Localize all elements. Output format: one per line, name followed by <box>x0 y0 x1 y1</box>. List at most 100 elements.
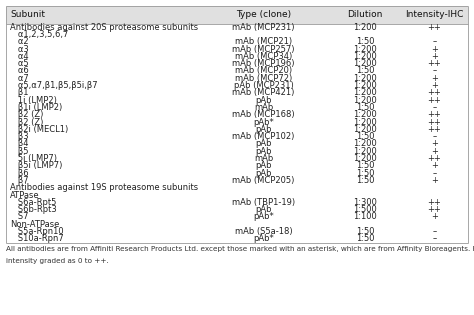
Text: 1:200: 1:200 <box>353 125 377 134</box>
Text: pAb: pAb <box>255 147 272 156</box>
Text: 1:50: 1:50 <box>356 37 374 46</box>
Text: –: – <box>432 37 437 46</box>
Text: 1:200: 1:200 <box>353 117 377 127</box>
Text: +: + <box>431 212 438 221</box>
Text: S6b-Rpt3: S6b-Rpt3 <box>10 205 57 214</box>
Text: pAb (MCP231): pAb (MCP231) <box>234 81 293 90</box>
Text: mAb (MCP421): mAb (MCP421) <box>232 88 295 97</box>
Text: β6: β6 <box>10 169 28 178</box>
Text: 1:200: 1:200 <box>353 140 377 148</box>
Text: 1:200: 1:200 <box>353 74 377 83</box>
Text: 1:200: 1:200 <box>353 147 377 156</box>
Text: 1:200: 1:200 <box>353 154 377 163</box>
Text: 1i (LMP2): 1i (LMP2) <box>10 96 57 105</box>
Text: 1:200: 1:200 <box>353 59 377 68</box>
Text: +: + <box>431 44 438 54</box>
Text: ++: ++ <box>428 117 441 127</box>
Text: –: – <box>432 169 437 178</box>
Text: 1:50: 1:50 <box>356 66 374 76</box>
Text: Antibodies against 19S proteasome subunits: Antibodies against 19S proteasome subuni… <box>10 183 198 192</box>
Text: Dilution: Dilution <box>347 10 383 19</box>
Text: Type (clone): Type (clone) <box>236 10 291 19</box>
Text: mAb (MCP196): mAb (MCP196) <box>232 59 295 68</box>
Text: β2 (Z): β2 (Z) <box>10 117 44 127</box>
Text: mAb (MCP34): mAb (MCP34) <box>235 52 292 61</box>
Text: α2: α2 <box>10 37 28 46</box>
Text: Non-ATPase: Non-ATPase <box>10 220 59 229</box>
Text: ++: ++ <box>428 125 441 134</box>
Text: mAb (TBP1-19): mAb (TBP1-19) <box>232 198 295 207</box>
Text: 1:300: 1:300 <box>353 198 377 207</box>
Text: pAb*: pAb* <box>253 117 274 127</box>
Text: pAb: pAb <box>255 140 272 148</box>
Text: ATPase: ATPase <box>10 191 40 199</box>
Text: mAb (MCP20): mAb (MCP20) <box>235 66 292 76</box>
Text: ++: ++ <box>428 205 441 214</box>
Text: α4: α4 <box>10 52 28 61</box>
Text: S10a-Rpn7: S10a-Rpn7 <box>10 234 64 243</box>
Text: mAb (MCP257): mAb (MCP257) <box>232 44 295 54</box>
Text: mAb: mAb <box>254 154 273 163</box>
Text: β1: β1 <box>10 88 28 97</box>
Text: Intensity-IHC: Intensity-IHC <box>405 10 464 19</box>
Text: +: + <box>431 147 438 156</box>
Text: mAb: mAb <box>254 103 273 112</box>
Text: ++: ++ <box>428 154 441 163</box>
Text: pAb: pAb <box>255 205 272 214</box>
Text: Antibodies against 20S proteasome subunits: Antibodies against 20S proteasome subuni… <box>10 23 198 32</box>
Text: –: – <box>432 66 437 76</box>
Text: 1:50: 1:50 <box>356 161 374 170</box>
Text: β5: β5 <box>10 147 28 156</box>
Text: 1:200: 1:200 <box>353 96 377 105</box>
Text: 1:200: 1:200 <box>353 81 377 90</box>
Text: All antibodies are from Affiniti Research Products Ltd. except those marked with: All antibodies are from Affiniti Researc… <box>6 247 474 253</box>
Text: β7: β7 <box>10 176 28 185</box>
Text: β5i (LMP7): β5i (LMP7) <box>10 161 63 170</box>
Text: 1:100: 1:100 <box>353 212 377 221</box>
Text: –: – <box>432 227 437 236</box>
Text: mAb (S5a-18): mAb (S5a-18) <box>235 227 292 236</box>
Text: α5,α7,β1,β5,β5i,β7: α5,α7,β1,β5,β5i,β7 <box>10 81 98 90</box>
Text: α3: α3 <box>10 44 29 54</box>
Text: α7: α7 <box>10 74 29 83</box>
Text: +: + <box>431 52 438 61</box>
Text: ++: ++ <box>428 88 441 97</box>
Text: ++: ++ <box>428 59 441 68</box>
Text: pAb*: pAb* <box>253 212 274 221</box>
Text: ++: ++ <box>428 198 441 207</box>
Text: α1,2,3,5,6,7: α1,2,3,5,6,7 <box>10 30 68 39</box>
Text: Subunit: Subunit <box>10 10 45 19</box>
Text: pAb: pAb <box>255 96 272 105</box>
Text: 1:50: 1:50 <box>356 227 374 236</box>
Text: 1:200: 1:200 <box>353 44 377 54</box>
Text: ++: ++ <box>428 23 441 32</box>
Text: ++: ++ <box>428 110 441 119</box>
Bar <box>6 6 468 24</box>
Text: β1i (LMP2): β1i (LMP2) <box>10 103 62 112</box>
Text: β3: β3 <box>10 132 28 141</box>
Text: +: + <box>431 74 438 83</box>
Text: S7: S7 <box>10 212 28 221</box>
Text: 1:50: 1:50 <box>356 132 374 141</box>
Text: 1:200: 1:200 <box>353 23 377 32</box>
Text: +: + <box>431 161 438 170</box>
Text: β4: β4 <box>10 140 28 148</box>
Text: +: + <box>431 176 438 185</box>
Text: +: + <box>431 81 438 90</box>
Text: mAb (MCP205): mAb (MCP205) <box>232 176 295 185</box>
Text: 5i (LMP7): 5i (LMP7) <box>10 154 57 163</box>
Text: mAb (MCP21): mAb (MCP21) <box>235 37 292 46</box>
Text: 1:50: 1:50 <box>356 176 374 185</box>
Text: 1:200: 1:200 <box>353 88 377 97</box>
Text: 1:200: 1:200 <box>353 110 377 119</box>
Text: –: – <box>432 103 437 112</box>
Text: pAb*: pAb* <box>253 234 274 243</box>
Text: 1:50: 1:50 <box>356 169 374 178</box>
Text: intensity graded as 0 to ++.: intensity graded as 0 to ++. <box>6 258 109 264</box>
Text: pAb: pAb <box>255 161 272 170</box>
Text: 1:200: 1:200 <box>353 52 377 61</box>
Text: pAb: pAb <box>255 125 272 134</box>
Text: +: + <box>431 140 438 148</box>
Text: S6a-Rpt5: S6a-Rpt5 <box>10 198 56 207</box>
Text: α5: α5 <box>10 59 28 68</box>
